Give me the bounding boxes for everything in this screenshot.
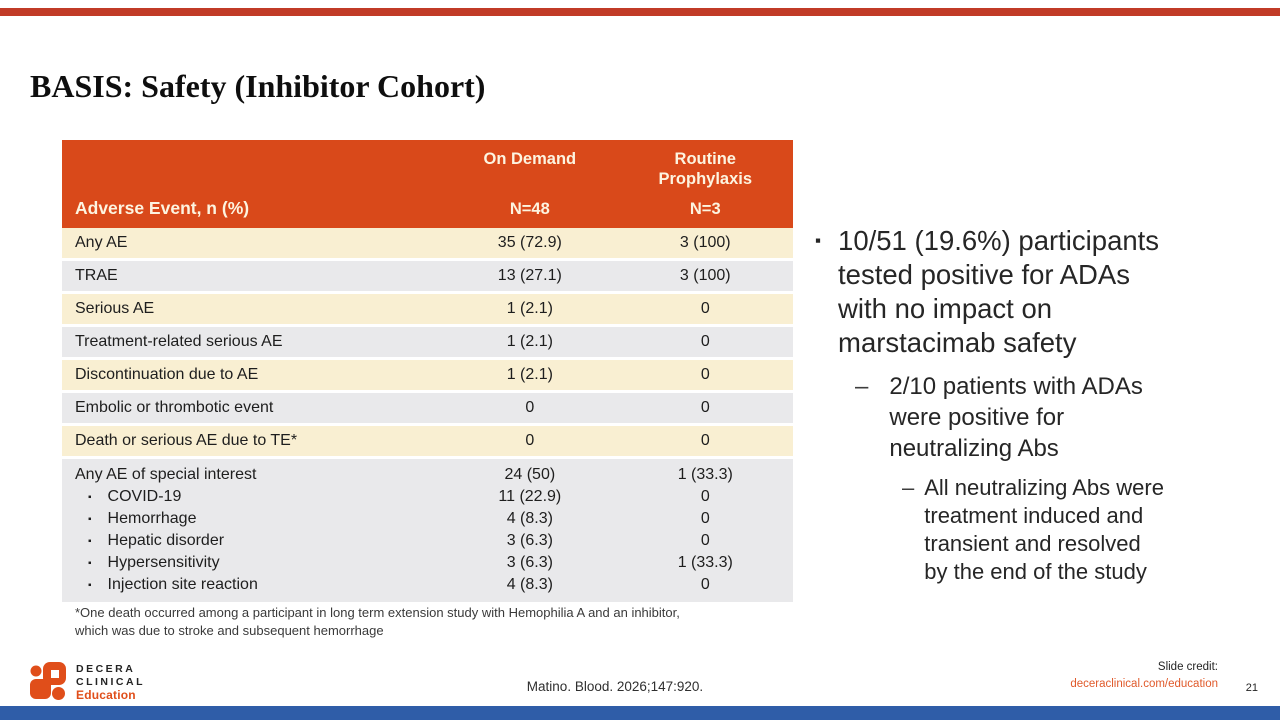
top-accent-bar [0, 8, 1280, 16]
row-label: Treatment-related serious AE [75, 333, 283, 350]
row-label: ▪ Hepatic disorder [88, 532, 225, 549]
key-points: ▪ 10/51 (19.6%) participants tested posi… [815, 224, 1275, 586]
bullet-level2: – 2/10 patients with ADAs were positive … [855, 371, 1275, 464]
slide-credit-link[interactable]: deceraclinical.com/education [1070, 677, 1218, 690]
row-label: Discontinuation due to AE [75, 366, 259, 383]
row-label: Embolic or thrombotic event [75, 399, 274, 416]
slide-title: BASIS: Safety (Inhibitor Cohort) [30, 68, 486, 104]
row-label: ▪ Hemorrhage [88, 510, 197, 527]
row-value-on-demand: 4 (8.3) [506, 576, 553, 593]
table-row: TRAE 13 (27.1) 3 (100) [62, 261, 793, 294]
row-value-on-demand: 3 (6.3) [506, 532, 553, 549]
table-header-routine-prophylaxis: Routine Prophylaxis N=3 [618, 140, 793, 228]
table-rows: Any AE 35 (72.9) 3 (100) TRAE 13 (27.1) 3 (10… [62, 228, 793, 459]
row-label: Serious AE [75, 300, 155, 317]
row-label: TRAE [75, 267, 118, 284]
square-bullet-icon: ▪ [88, 513, 92, 525]
row-value-routine-prophylaxis: 0 [700, 532, 710, 549]
square-bullet-icon: ▪ [88, 557, 92, 569]
special-interest-item: ▪ Hypersensitivity 3 (6.3) 1 (33.3) [62, 552, 793, 574]
table-header: Adverse Event, n (%) On Demand N=48 Rout… [62, 140, 793, 228]
bullet-level2-text: 2/10 patients with ADAs were positive fo… [889, 373, 1143, 462]
row-value-on-demand: 0 [525, 399, 535, 416]
special-interest-item: ▪ COVID-19 11 (22.9) 0 [62, 486, 793, 508]
row-value-routine-prophylaxis: 0 [700, 488, 710, 505]
row-value-routine-prophylaxis: 3 (100) [679, 234, 731, 251]
bottom-accent-bar [0, 706, 1280, 720]
row-value-routine-prophylaxis: 1 (33.3) [677, 466, 733, 483]
bullet-level1: ▪ 10/51 (19.6%) participants tested posi… [815, 224, 1275, 360]
table-header-adverse-event: Adverse Event, n (%) [75, 198, 250, 218]
square-bullet-icon: ▪ [88, 535, 92, 547]
bullet-level3-text: All neutralizing Abs were treatment indu… [924, 475, 1164, 584]
dash-bullet-icon: – [902, 475, 915, 500]
routine-prophylaxis-group-label: Routine Prophylaxis [658, 150, 753, 188]
row-label: Death or serious AE due to TE* [75, 432, 298, 449]
row-value-on-demand: 0 [525, 432, 535, 449]
slide-credit: Slide credit: deceraclinical.com/educati… [1070, 659, 1218, 692]
row-value-routine-prophylaxis: 0 [700, 300, 710, 317]
row-value-routine-prophylaxis: 0 [700, 510, 710, 527]
decera-logo-icon [30, 662, 66, 706]
row-value-routine-prophylaxis: 0 [700, 333, 710, 350]
special-interest-item: ▪ Injection site reaction 4 (8.3) 0 [62, 574, 793, 596]
on-demand-group-label: On Demand [483, 150, 577, 168]
decera-logo-text: DECERA CLINICAL Education [76, 662, 145, 702]
square-bullet-icon: ▪ [88, 579, 92, 591]
square-bullet-icon: ▪ [815, 231, 822, 250]
table-header-on-demand: On Demand N=48 [442, 140, 617, 228]
row-value-on-demand: 35 (72.9) [497, 234, 562, 251]
row-value-routine-prophylaxis: 1 (33.3) [677, 554, 733, 571]
row-value-routine-prophylaxis: 3 (100) [679, 267, 731, 284]
special-interest-item: ▪ Hemorrhage 4 (8.3) 0 [62, 508, 793, 530]
logo-line-education: Education [76, 688, 136, 702]
bullet-level1-text: 10/51 (19.6%) participants tested positi… [838, 225, 1160, 358]
row-value-routine-prophylaxis: 0 [700, 399, 710, 416]
routine-prophylaxis-n-label: N=3 [689, 200, 721, 218]
adverse-events-table: Adverse Event, n (%) On Demand N=48 Rout… [62, 140, 793, 602]
row-value-on-demand: 3 (6.3) [506, 554, 553, 571]
table-row: Any AE 35 (72.9) 3 (100) [62, 228, 793, 261]
logo-line-clinical: CLINICAL [76, 675, 145, 688]
row-value-on-demand: 11 (22.9) [498, 488, 562, 505]
special-interest-item: ▪ Hepatic disorder 3 (6.3) 0 [62, 530, 793, 552]
table-row: Treatment-related serious AE 1 (2.1) 0 [62, 327, 793, 360]
table-row: Embolic or thrombotic event 0 0 [62, 393, 793, 426]
table-row: Discontinuation due to AE 1 (2.1) 0 [62, 360, 793, 393]
row-value-on-demand: 4 (8.3) [506, 510, 553, 527]
bullet-level3: – All neutralizing Abs were treatment in… [902, 474, 1275, 586]
table-footnote: *One death occurred among a participant … [75, 605, 680, 638]
decera-logo: DECERA CLINICAL Education [30, 662, 145, 706]
reference-citation: Matino. Blood. 2026;147:920. [526, 679, 704, 694]
row-value-on-demand: 1 (2.1) [506, 300, 553, 317]
table-row: Serious AE 1 (2.1) 0 [62, 294, 793, 327]
row-label: ▪ COVID-19 [88, 488, 182, 505]
table-row: Death or serious AE due to TE* 0 0 [62, 426, 793, 459]
special-interest-block: Any AE of special interest 24 (50) 1 (33.3… [62, 459, 793, 602]
row-label: Any AE [75, 234, 128, 251]
special-interest-header-row: Any AE of special interest 24 (50) 1 (33.3… [62, 464, 793, 486]
row-value-on-demand: 24 (50) [504, 466, 556, 483]
row-value-on-demand: 1 (2.1) [506, 333, 553, 350]
square-bullet-icon: ▪ [88, 491, 92, 503]
row-label: ▪ Hypersensitivity [88, 554, 220, 571]
slide-credit-label: Slide credit: [1157, 661, 1218, 673]
page-number: 21 [1245, 682, 1258, 694]
row-label: Any AE of special interest [75, 466, 257, 483]
row-label: ▪ Injection site reaction [88, 576, 258, 593]
row-value-routine-prophylaxis: 0 [700, 366, 710, 383]
row-value-on-demand: 13 (27.1) [497, 267, 562, 284]
logo-line-decera: DECERA [76, 663, 136, 675]
on-demand-n-label: N=48 [509, 200, 550, 218]
row-value-routine-prophylaxis: 0 [700, 576, 710, 593]
dash-bullet-icon: – [855, 373, 869, 400]
row-value-on-demand: 1 (2.1) [506, 366, 553, 383]
row-value-routine-prophylaxis: 0 [700, 432, 710, 449]
